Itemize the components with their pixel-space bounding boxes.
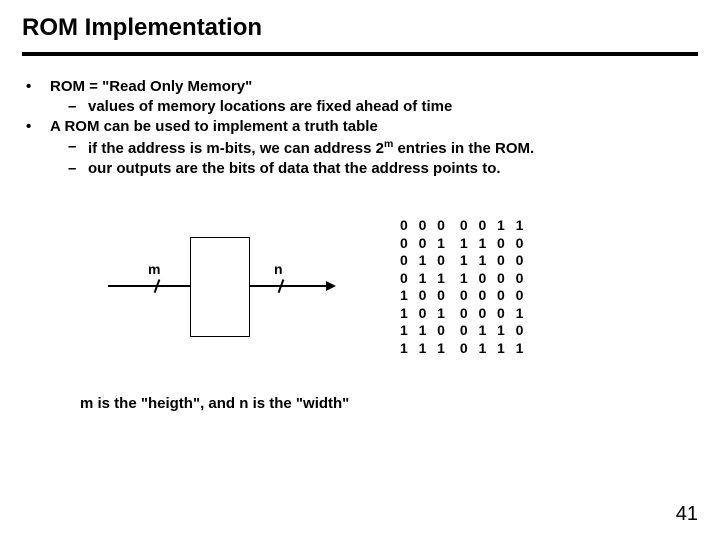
- bullet-list: • ROM = "Read Only Memory" – values of m…: [22, 78, 698, 177]
- table-row: 1 0 1 0 0 0 1: [400, 305, 524, 323]
- m-label: m: [148, 261, 160, 277]
- table-row: 1 1 0 0 1 1 0: [400, 322, 524, 340]
- table-row: 1 1 1 0 1 1 1: [400, 340, 524, 358]
- table-input-cells: 1 0 1: [400, 305, 446, 323]
- table-row: 1 0 0 0 0 0 0: [400, 287, 524, 305]
- table-output-cells: 1 0 0 0: [460, 270, 524, 288]
- bullet-text: A ROM can be used to implement a truth t…: [50, 118, 378, 135]
- table-row: 0 1 1 1 0 0 0: [400, 270, 524, 288]
- wire-output: [250, 285, 332, 287]
- wire-input: [108, 285, 190, 287]
- table-input-cells: 0 0 1: [400, 235, 446, 253]
- table-input-cells: 1 0 0: [400, 287, 446, 305]
- bullet-text: ROM = "Read Only Memory": [50, 78, 252, 95]
- title-rule: [22, 52, 698, 56]
- table-row: 0 0 1 1 1 0 0: [400, 235, 524, 253]
- table-output-cells: 0 1 1 0: [460, 322, 524, 340]
- bullet-item: • A ROM can be used to implement a truth…: [22, 118, 698, 135]
- table-input-cells: 1 1 0: [400, 322, 446, 340]
- bullet-item: – our outputs are the bits of data that …: [68, 160, 698, 177]
- figure-row: m n 0 0 0 0 0 1 1 0 0 1 1 1 0 0 0 1 0 1 1 0 0…: [80, 217, 720, 357]
- arrowhead-icon: [326, 281, 336, 291]
- table-input-cells: 0 1 1: [400, 270, 446, 288]
- table-row: 0 1 0 1 1 0 0: [400, 252, 524, 270]
- bullet-text: values of memory locations are fixed ahe…: [88, 98, 452, 115]
- bullet-text: our outputs are the bits of data that th…: [88, 160, 501, 177]
- table-output-cells: 0 0 0 0: [460, 287, 524, 305]
- table-output-cells: 1 1 0 0: [460, 235, 524, 253]
- bullet-item: – values of memory locations are fixed a…: [68, 98, 698, 115]
- footer-caption: m is the "heigth", and n is the "width": [80, 395, 698, 412]
- page-title: ROM Implementation: [0, 0, 720, 48]
- bullet-text-pre: if the address is m-bits, we can address…: [88, 140, 384, 157]
- table-output-cells: 0 0 0 1: [460, 305, 524, 323]
- dash-marker: –: [68, 160, 88, 177]
- table-output-cells: 0 0 1 1: [460, 217, 524, 235]
- bullet-text: if the address is m-bits, we can address…: [88, 138, 534, 157]
- dash-marker: –: [68, 98, 88, 115]
- truth-table: 0 0 00 0 1 10 0 11 1 0 00 1 01 1 0 00 1 …: [400, 217, 524, 357]
- rom-box: [190, 237, 250, 337]
- rom-diagram: m n: [80, 217, 340, 357]
- table-input-cells: 0 1 0: [400, 252, 446, 270]
- table-input-cells: 1 1 1: [400, 340, 446, 358]
- bullet-text-post: entries in the ROM.: [393, 140, 534, 157]
- page-number: 41: [676, 503, 698, 526]
- bullet-marker: •: [22, 78, 50, 95]
- bullet-item: – if the address is m-bits, we can addre…: [68, 138, 698, 157]
- table-output-cells: 0 1 1 1: [460, 340, 524, 358]
- n-label: n: [274, 261, 283, 277]
- dash-marker: –: [68, 138, 88, 155]
- superscript: m: [384, 138, 393, 150]
- table-row: 0 0 0 0 0 1 1: [400, 217, 524, 235]
- bullet-item: • ROM = "Read Only Memory": [22, 78, 698, 95]
- table-input-cells: 0 0 0: [400, 217, 446, 235]
- bullet-marker: •: [22, 118, 50, 135]
- table-output-cells: 1 1 0 0: [460, 252, 524, 270]
